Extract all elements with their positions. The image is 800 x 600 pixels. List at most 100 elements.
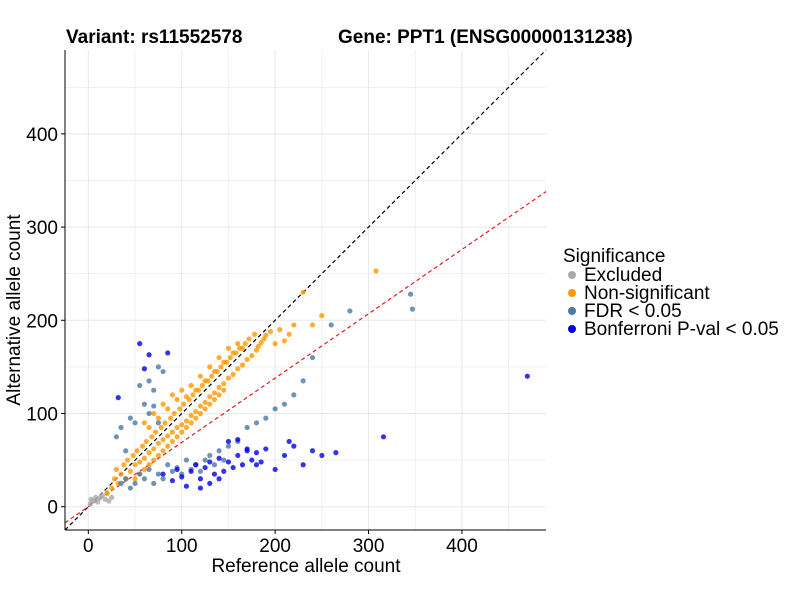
- point-non-significant: [121, 462, 127, 468]
- point-fdr-0-05: [281, 401, 288, 407]
- point-fdr-0-05: [123, 476, 129, 482]
- point-bonferroni-p-val-0-05: [202, 464, 208, 471]
- point-non-significant: [174, 396, 180, 403]
- point-bonferroni-p-val-0-05: [146, 352, 152, 358]
- point-non-significant: [151, 457, 157, 463]
- point-non-significant: [309, 322, 316, 328]
- point-bonferroni-p-val-0-05: [253, 462, 260, 468]
- x-axis-title: Reference allele count: [211, 556, 401, 577]
- point-fdr-0-05: [291, 392, 297, 398]
- legend-key-non-significant: [568, 289, 576, 297]
- point-non-significant: [221, 359, 227, 365]
- point-bonferroni-p-val-0-05: [244, 446, 250, 452]
- y-tick-label: 100: [26, 404, 58, 425]
- legend-label-excluded: Excluded: [584, 265, 662, 286]
- point-non-significant: [174, 424, 180, 431]
- point-non-significant: [146, 450, 152, 456]
- point-non-significant: [158, 424, 164, 431]
- point-fdr-0-05: [183, 457, 190, 463]
- point-bonferroni-p-val-0-05: [165, 350, 171, 356]
- point-non-significant: [113, 466, 119, 473]
- point-non-significant: [319, 313, 325, 319]
- legend-label-fdr-0-05: FDR < 0.05: [584, 301, 682, 322]
- point-fdr-0-05: [127, 485, 133, 491]
- point-non-significant: [218, 364, 224, 370]
- point-non-significant: [230, 371, 236, 377]
- point-bonferroni-p-val-0-05: [272, 466, 278, 473]
- point-bonferroni-p-val-0-05: [216, 476, 222, 482]
- legend-label-non-significant: Non-significant: [584, 283, 710, 304]
- point-non-significant: [235, 366, 241, 372]
- point-non-significant: [179, 429, 185, 435]
- point-non-significant: [183, 394, 190, 400]
- point-non-significant: [202, 378, 208, 384]
- point-non-significant: [197, 410, 204, 417]
- point-fdr-0-05: [137, 471, 143, 477]
- point-fdr-0-05: [137, 382, 143, 389]
- point-fdr-0-05: [160, 368, 166, 375]
- reference-line-identity: [64, 49, 547, 531]
- point-fdr-0-05: [146, 466, 152, 473]
- point-fdr-0-05: [216, 448, 222, 454]
- point-fdr-0-05: [141, 476, 147, 482]
- point-fdr-0-05: [165, 462, 171, 468]
- point-fdr-0-05: [328, 322, 334, 328]
- point-bonferroni-p-val-0-05: [169, 478, 176, 484]
- point-fdr-0-05: [118, 424, 124, 431]
- point-non-significant: [300, 289, 306, 295]
- point-non-significant: [267, 328, 274, 335]
- point-non-significant: [242, 340, 248, 347]
- point-bonferroni-p-val-0-05: [319, 452, 325, 459]
- point-bonferroni-p-val-0-05: [160, 471, 166, 477]
- chart-title-gene: Gene: PPT1 (ENSG00000131238): [338, 27, 633, 48]
- point-non-significant: [143, 438, 149, 445]
- point-non-significant: [141, 455, 147, 461]
- point-fdr-0-05: [347, 308, 353, 314]
- point-non-significant: [165, 443, 171, 449]
- point-non-significant: [169, 429, 176, 435]
- point-non-significant: [239, 345, 246, 351]
- y-tick-label: 200: [26, 311, 58, 332]
- point-non-significant: [235, 340, 241, 347]
- point-fdr-0-05: [141, 401, 147, 407]
- point-non-significant: [132, 476, 138, 482]
- legend-key-bonferroni-p-val-0-05: [568, 325, 576, 333]
- point-bonferroni-p-val-0-05: [333, 450, 339, 456]
- point-fdr-0-05: [409, 306, 416, 312]
- point-fdr-0-05: [151, 480, 157, 486]
- point-fdr-0-05: [263, 415, 269, 421]
- point-non-significant: [244, 356, 250, 363]
- point-non-significant: [177, 406, 183, 412]
- point-non-significant: [207, 364, 213, 370]
- point-non-significant: [181, 401, 187, 407]
- point-non-significant: [225, 375, 232, 381]
- point-fdr-0-05: [155, 471, 161, 477]
- point-non-significant: [127, 468, 133, 474]
- point-fdr-0-05: [132, 480, 138, 486]
- point-non-significant: [211, 390, 218, 396]
- point-bonferroni-p-val-0-05: [281, 452, 288, 459]
- point-non-significant: [179, 387, 185, 393]
- point-bonferroni-p-val-0-05: [249, 457, 255, 463]
- point-non-significant: [169, 392, 176, 398]
- x-tick-label: 100: [166, 536, 198, 557]
- point-non-significant: [263, 332, 269, 338]
- point-bonferroni-p-val-0-05: [225, 438, 232, 445]
- point-fdr-0-05: [127, 415, 133, 421]
- point-non-significant: [190, 392, 196, 398]
- point-non-significant: [202, 399, 208, 405]
- point-bonferroni-p-val-0-05: [225, 459, 232, 465]
- point-fdr-0-05: [169, 468, 176, 474]
- point-bonferroni-p-val-0-05: [286, 438, 292, 445]
- point-non-significant: [151, 446, 157, 452]
- point-bonferroni-p-val-0-05: [179, 474, 185, 480]
- point-non-significant: [193, 409, 199, 415]
- point-bonferroni-p-val-0-05: [115, 395, 121, 401]
- x-tick-label: 400: [446, 536, 478, 557]
- point-non-significant: [160, 436, 166, 443]
- point-fdr-0-05: [132, 420, 138, 426]
- point-fdr-0-05: [118, 480, 124, 486]
- point-non-significant: [251, 331, 258, 337]
- point-non-significant: [118, 471, 124, 477]
